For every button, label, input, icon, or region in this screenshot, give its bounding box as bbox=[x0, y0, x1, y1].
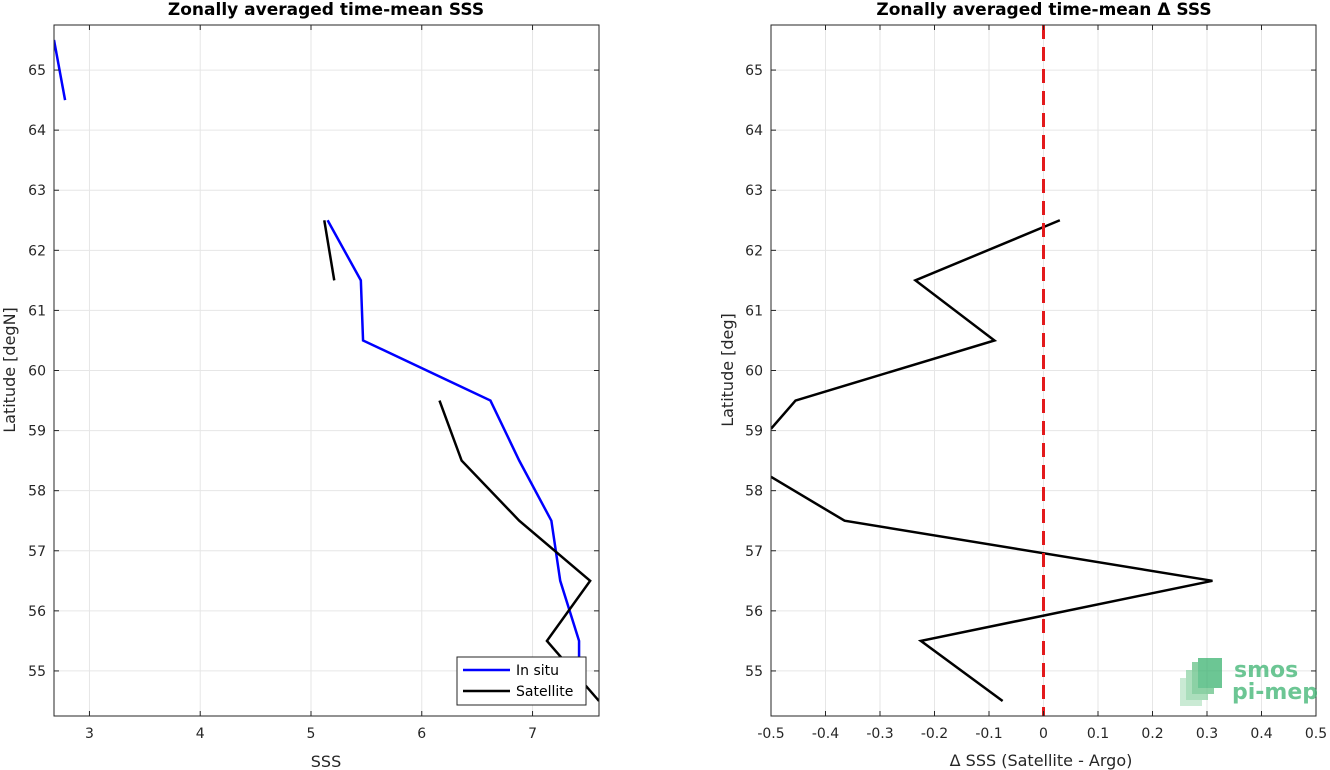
x-tick-label: -0.2 bbox=[921, 726, 948, 742]
x-tick-label: 3 bbox=[85, 726, 94, 742]
y-tick-label: 57 bbox=[28, 544, 46, 560]
series-line-delta-sss-segment-1 bbox=[771, 475, 1213, 702]
y-tick-label: 60 bbox=[28, 364, 46, 380]
x-tick-label: 4 bbox=[196, 726, 205, 742]
y-axis-label: Latitude [deg] bbox=[718, 313, 737, 427]
y-tick-label: 61 bbox=[745, 303, 763, 319]
chart-title: Zonally averaged time-mean Δ SSS bbox=[876, 0, 1211, 20]
x-axis-label: Δ SSS (Satellite - Argo) bbox=[950, 751, 1133, 770]
series-line-in-situ-segment-0 bbox=[54, 39, 67, 101]
legend-label-in-situ: In situ bbox=[516, 663, 559, 679]
y-tick-label: 65 bbox=[28, 63, 46, 79]
y-tick-label: 64 bbox=[28, 123, 46, 139]
x-tick-label: 5 bbox=[307, 726, 316, 742]
y-tick-label: 60 bbox=[745, 364, 763, 380]
chart-title: Zonally averaged time-mean SSS bbox=[168, 0, 484, 20]
x-tick-label: 7 bbox=[528, 726, 537, 742]
x-tick-label: 0.4 bbox=[1250, 726, 1272, 742]
panel-sss: Zonally averaged time-mean SSS 3 4 5 6 75556… bbox=[0, 0, 600, 770]
y-tick-label: 65 bbox=[745, 63, 763, 79]
y-tick-label: 57 bbox=[745, 544, 763, 560]
x-tick-label: 0 bbox=[1039, 726, 1048, 742]
y-tick-label: 59 bbox=[28, 424, 46, 440]
x-tick-label: 0.3 bbox=[1196, 726, 1218, 742]
y-tick-label: 63 bbox=[28, 183, 46, 199]
series-line-satellite-segment-1 bbox=[438, 400, 599, 702]
series-line-satellite-segment-0 bbox=[323, 220, 336, 281]
y-tick-label: 59 bbox=[745, 424, 763, 440]
y-tick-label: 62 bbox=[745, 243, 763, 259]
legend-box bbox=[456, 656, 587, 706]
svg-text:pi-mep: pi-mep bbox=[1232, 680, 1318, 705]
y-axis-label: Latitude [degN] bbox=[0, 307, 19, 433]
x-tick-label: 0.1 bbox=[1087, 726, 1109, 742]
y-tick-label: 63 bbox=[745, 183, 763, 199]
x-tick-label: -0.5 bbox=[757, 726, 784, 742]
smos-pi-mep-logo: smos pi-mep bbox=[1180, 658, 1318, 706]
x-tick-label: 0.5 bbox=[1305, 726, 1327, 742]
series-line-delta-sss-segment-0 bbox=[771, 219, 1061, 430]
x-tick-label: -0.3 bbox=[866, 726, 893, 742]
y-tick-label: 55 bbox=[745, 664, 763, 680]
x-tick-label: -0.1 bbox=[975, 726, 1002, 742]
svg-text:smos: smos bbox=[1234, 658, 1298, 683]
y-tick-label: 64 bbox=[745, 123, 763, 139]
x-axis-label: SSS bbox=[311, 752, 341, 770]
panel-delta-sss: Zonally averaged time-mean Δ SSS -0.5 -0.… bbox=[718, 0, 1327, 770]
y-tick-label: 56 bbox=[745, 604, 763, 620]
legend-label-satellite: Satellite bbox=[516, 684, 573, 700]
x-tick-label: 6 bbox=[417, 726, 426, 742]
y-tick-label: 55 bbox=[28, 664, 46, 680]
legend: In situ Satellite bbox=[456, 656, 587, 706]
y-tick-label: 58 bbox=[28, 484, 46, 500]
x-tick-label: 0.2 bbox=[1141, 726, 1163, 742]
y-tick-label: 61 bbox=[28, 303, 46, 319]
series-line-in-situ-segment-1 bbox=[326, 219, 581, 677]
x-tick-label: -0.4 bbox=[812, 726, 839, 742]
y-tick-label: 58 bbox=[745, 484, 763, 500]
y-tick-label: 56 bbox=[28, 604, 46, 620]
y-tick-label: 62 bbox=[28, 243, 46, 259]
